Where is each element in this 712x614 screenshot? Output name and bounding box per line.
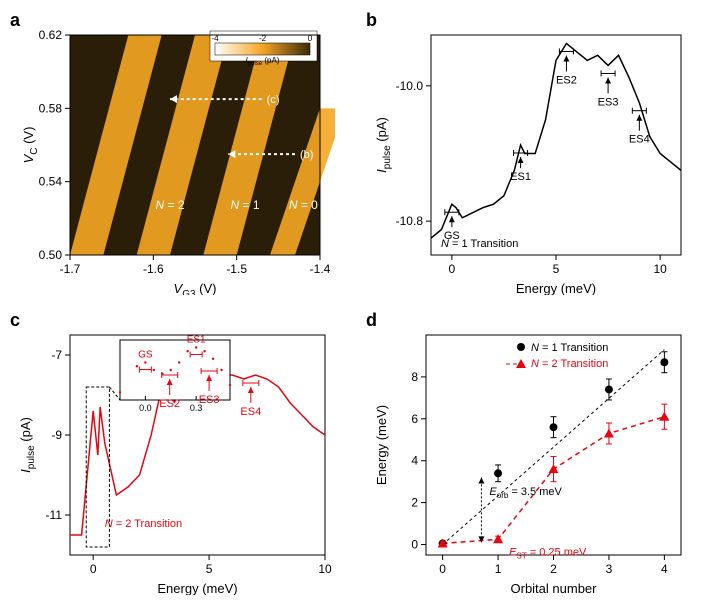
svg-text:5: 5	[553, 262, 560, 276]
svg-text:N = 1: N = 1	[230, 198, 259, 212]
svg-text:N = 2 Transition: N = 2 Transition	[105, 518, 182, 530]
svg-text:Eorb = 3.5 meV: Eorb = 3.5 meV	[489, 486, 562, 500]
svg-text:3: 3	[606, 562, 613, 576]
panel-b-label: b	[366, 10, 377, 31]
panel-b-svg: GSES1ES2ES3ES40510-10.8-10.0Energy (meV)…	[371, 15, 691, 295]
svg-text:(b): (b)	[300, 149, 313, 161]
svg-text:ES4: ES4	[240, 406, 261, 418]
svg-text:6: 6	[411, 412, 418, 426]
svg-text:0: 0	[448, 262, 455, 276]
svg-text:-11: -11	[46, 508, 63, 522]
svg-text:2: 2	[411, 496, 418, 510]
svg-text:-9: -9	[51, 428, 62, 442]
svg-text:4: 4	[411, 454, 418, 468]
svg-text:0: 0	[90, 562, 97, 576]
panel-a-svg: N = 2N = 1N = 0(c)(b)-4-20Ipulse (pA)-1.…	[15, 15, 335, 295]
svg-text:-1.4: -1.4	[310, 262, 331, 276]
svg-text:ES1: ES1	[187, 335, 206, 346]
svg-text:-1.5: -1.5	[226, 262, 247, 276]
svg-text:-10.0: -10.0	[396, 79, 424, 93]
svg-text:0.62: 0.62	[39, 28, 63, 42]
svg-text:Orbital number: Orbital number	[511, 581, 598, 595]
panel-d-svg: Eorb = 3.5 meV EST = 0.25 meV N = 1 Transi…	[371, 315, 691, 595]
svg-text:VG3 (V): VG3 (V)	[174, 281, 217, 295]
svg-text:N = 2: N = 2	[155, 198, 184, 212]
svg-text:2: 2	[550, 562, 557, 576]
svg-text:ES2: ES2	[159, 398, 180, 410]
svg-text:0.0: 0.0	[139, 403, 152, 413]
svg-text:ES3: ES3	[199, 394, 220, 406]
svg-text:ES2: ES2	[556, 74, 577, 86]
svg-text:4: 4	[661, 562, 668, 576]
svg-text:0.50: 0.50	[39, 248, 63, 262]
panel-c-svg: 0.00.3GSES1ES2ES3ES4N = 2 Transition0510…	[15, 315, 335, 595]
svg-text:Energy (meV): Energy (meV)	[157, 581, 237, 595]
svg-text:(c): (c)	[267, 94, 280, 106]
svg-text:Energy (meV): Energy (meV)	[516, 281, 596, 295]
svg-text:N = 0: N = 0	[289, 198, 318, 212]
svg-text:8: 8	[411, 370, 418, 384]
svg-text:0.54: 0.54	[39, 175, 63, 189]
svg-text:10: 10	[653, 262, 667, 276]
svg-text:1: 1	[495, 562, 502, 576]
svg-text:N = 2 Transition: N = 2 Transition	[531, 358, 608, 370]
svg-text:-7: -7	[51, 348, 62, 362]
svg-text:EST = 0.25 meV: EST = 0.25 meV	[509, 546, 587, 560]
panel-c-label: c	[10, 310, 20, 331]
panel-d-label: d	[366, 310, 377, 331]
panel-b: b GSES1ES2ES3ES40510-10.8-10.0Energy (me…	[371, 15, 697, 295]
svg-text:0: 0	[439, 562, 446, 576]
svg-text:-1.6: -1.6	[143, 262, 164, 276]
svg-text:Ipulse (pA): Ipulse (pA)	[374, 117, 393, 173]
svg-text:Energy (meV): Energy (meV)	[374, 405, 389, 485]
svg-text:ES4: ES4	[629, 134, 650, 146]
svg-text:5: 5	[206, 562, 213, 576]
panel-d: d Eorb = 3.5 meVEST = 0.25 meVN = 1 Tran…	[371, 315, 697, 595]
svg-text:10: 10	[318, 562, 332, 576]
svg-text:0.58: 0.58	[39, 101, 63, 115]
svg-text:-1.7: -1.7	[60, 262, 81, 276]
panel-a-label: a	[10, 10, 20, 31]
svg-text:VC (V): VC (V)	[21, 127, 40, 164]
svg-text:ES3: ES3	[598, 96, 619, 108]
svg-text:N = 1 Transition: N = 1 Transition	[531, 342, 608, 354]
svg-text:0: 0	[411, 538, 418, 552]
panel-c: c 0.00.3GSES1ES2ES3ES4N = 2 Transition05…	[15, 315, 341, 595]
panel-a: a N = 2N = 1N = 0(c)(b)-4-20Ipulse (pA)-…	[15, 15, 341, 295]
svg-text:GS: GS	[138, 350, 153, 361]
svg-text:ES1: ES1	[510, 171, 531, 183]
svg-text:-10.8: -10.8	[396, 214, 424, 228]
svg-text:N = 1 Transition: N = 1 Transition	[441, 238, 518, 250]
svg-text:Ipulse (pA): Ipulse (pA)	[18, 417, 37, 473]
